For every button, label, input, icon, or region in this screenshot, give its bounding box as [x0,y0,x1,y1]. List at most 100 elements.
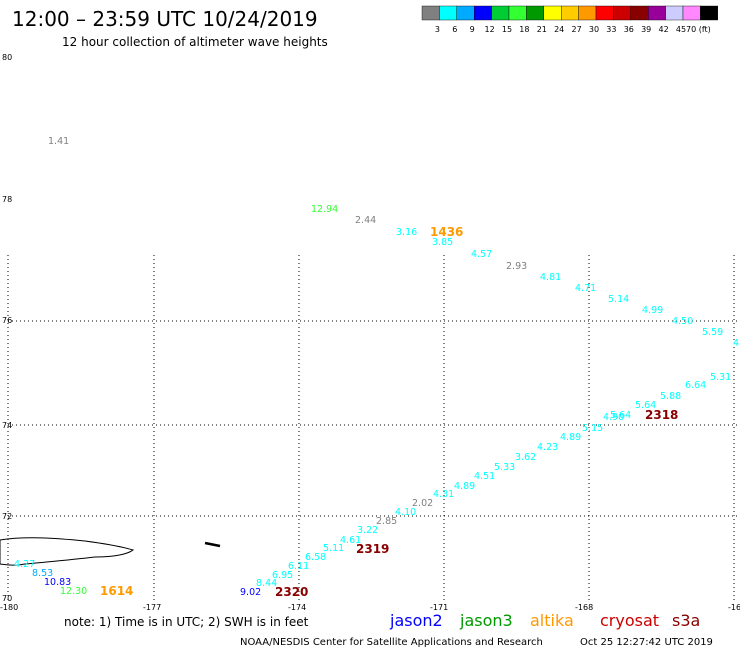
wave-value: 4.61 [340,535,361,546]
legend-label: 12 [485,25,495,34]
legend-swatch [561,5,579,21]
landmass-outline [0,537,135,566]
footer-timestamp: Oct 25 12:27:42 UTC 2019 [580,637,713,648]
wave-value: 5.64 [610,410,631,421]
wave-value: 4.81 [540,272,561,283]
pass-time-1436: 1436 [430,225,463,239]
small-island [204,541,221,548]
wave-value: 4.57 [471,249,492,260]
wave-value: 6.11 [288,561,309,572]
satellite-jason2: jason2 [389,611,443,630]
legend-label: 39 [641,25,651,34]
legend-swatch [578,5,597,21]
wave-value: 5.33 [494,462,515,473]
lon-label-174: -174 [288,603,306,612]
wave-value: 4.31 [433,489,454,500]
lat-label-76: 76 [2,316,12,325]
legend-label: 33 [606,25,616,34]
legend-label: 42 [659,25,669,34]
legend-label: 70 (ft) [686,25,711,34]
wave-value: 2.85 [376,516,397,527]
wave-value: 6.58 [305,552,326,563]
satellite-cryosat: cryosat [600,611,659,630]
wave-value: 12.94 [311,204,338,215]
wave-value: 5.14 [608,294,629,305]
satellite-altika: altika [530,611,574,630]
wave-value: 4.71 [575,283,596,294]
wave-value: 5.59 [702,327,723,338]
wave-value: 4.27 [14,559,35,570]
legend-swatch [508,5,527,21]
pass-time-2319: 2319 [356,542,389,556]
footer-credit: NOAA/NESDIS Center for Satellite Applica… [240,637,543,648]
legend-swatch [630,5,649,21]
wave-value: 2.02 [412,498,433,509]
lat-label-80: 80 [2,53,12,62]
legend-label: 3 [435,25,440,34]
lat-label-74: 74 [2,421,12,430]
legend-swatch [665,5,684,21]
legend-swatch [474,5,492,21]
footer-note: note: 1) Time is in UTC; 2) SWH is in fe… [64,615,309,629]
map-subtitle: 12 hour collection of altimeter wave hei… [62,35,328,49]
lat-label-72: 72 [2,512,12,521]
wave-value: 3.85 [432,237,453,248]
legend-swatch [491,5,510,21]
wave-value: 8.53 [32,568,53,579]
lon-label-171: -171 [430,603,448,612]
legend-swatch [439,5,457,21]
wave-value: 3.22 [357,525,378,536]
wave-height-values: 1.41 12.94 2.44 3.16 3.85 4.57 2.93 4.81 4.71 5.1… [14,136,739,598]
map-title: 12:00 – 23:59 UTC 10/24/2019 [12,7,318,31]
wave-value: 6.95 [272,570,293,581]
legend-swatch [595,5,614,21]
wave-value: 9.02 [240,587,261,598]
wave-value: 10.83 [44,577,71,588]
wave-value: 3.16 [396,227,417,238]
legend-label: 6 [452,25,457,34]
legend-label: 45 [676,25,686,34]
legend-swatch [421,5,440,21]
wave-value: 12.30 [60,586,87,597]
pass-time-2320: 2320 [275,585,308,599]
legend-label: 9 [470,25,475,34]
lon-label-168: -168 [575,603,593,612]
wave-value: 5.88 [660,391,681,402]
lon-label-165: -16 [728,603,740,612]
wave-value: 2.44 [355,215,376,226]
legend-swatch [700,5,719,21]
wave-value: 5.11 [323,543,344,554]
wave-value: 5.31 [710,372,731,383]
wave-value: 6.64 [685,380,706,391]
legend-label: 30 [589,25,599,34]
wave-value: 4.23 [537,442,558,453]
wave-value: 4.99 [642,305,663,316]
wave-value: 5.64 [635,400,656,411]
grid-lines [7,255,740,600]
lat-label-78: 78 [2,195,12,204]
wave-value: 4.51 [474,471,495,482]
wave-value: 4.90 [603,412,624,423]
wave-value: 4.89 [454,481,475,492]
legend-swatch [648,5,666,21]
legend-label: 21 [537,25,547,34]
legend-swatch [613,5,632,21]
wave-value: 5.15 [582,423,603,434]
wave-value: 3.62 [515,452,536,463]
wave-value: 4 [733,338,739,349]
wave-value: 1.41 [48,136,69,147]
lon-label-180: -180 [0,603,18,612]
wave-value: 2.93 [506,261,527,272]
pass-time-1614: 1614 [100,584,133,598]
legend-label: 18 [519,25,529,34]
legend-label: 27 [572,25,582,34]
legend-label: 15 [502,25,512,34]
legend-swatch [543,5,562,21]
legend-swatch [526,5,545,21]
wave-value: 4.10 [395,507,416,518]
color-legend: 3 6 9 12 15 18 21 24 27 30 33 36 39 42 45 70 (ft) [421,5,719,34]
satellite-jason3: jason3 [459,611,513,630]
wave-value: 4.50 [672,316,693,327]
pass-time-2318: 2318 [645,408,678,422]
